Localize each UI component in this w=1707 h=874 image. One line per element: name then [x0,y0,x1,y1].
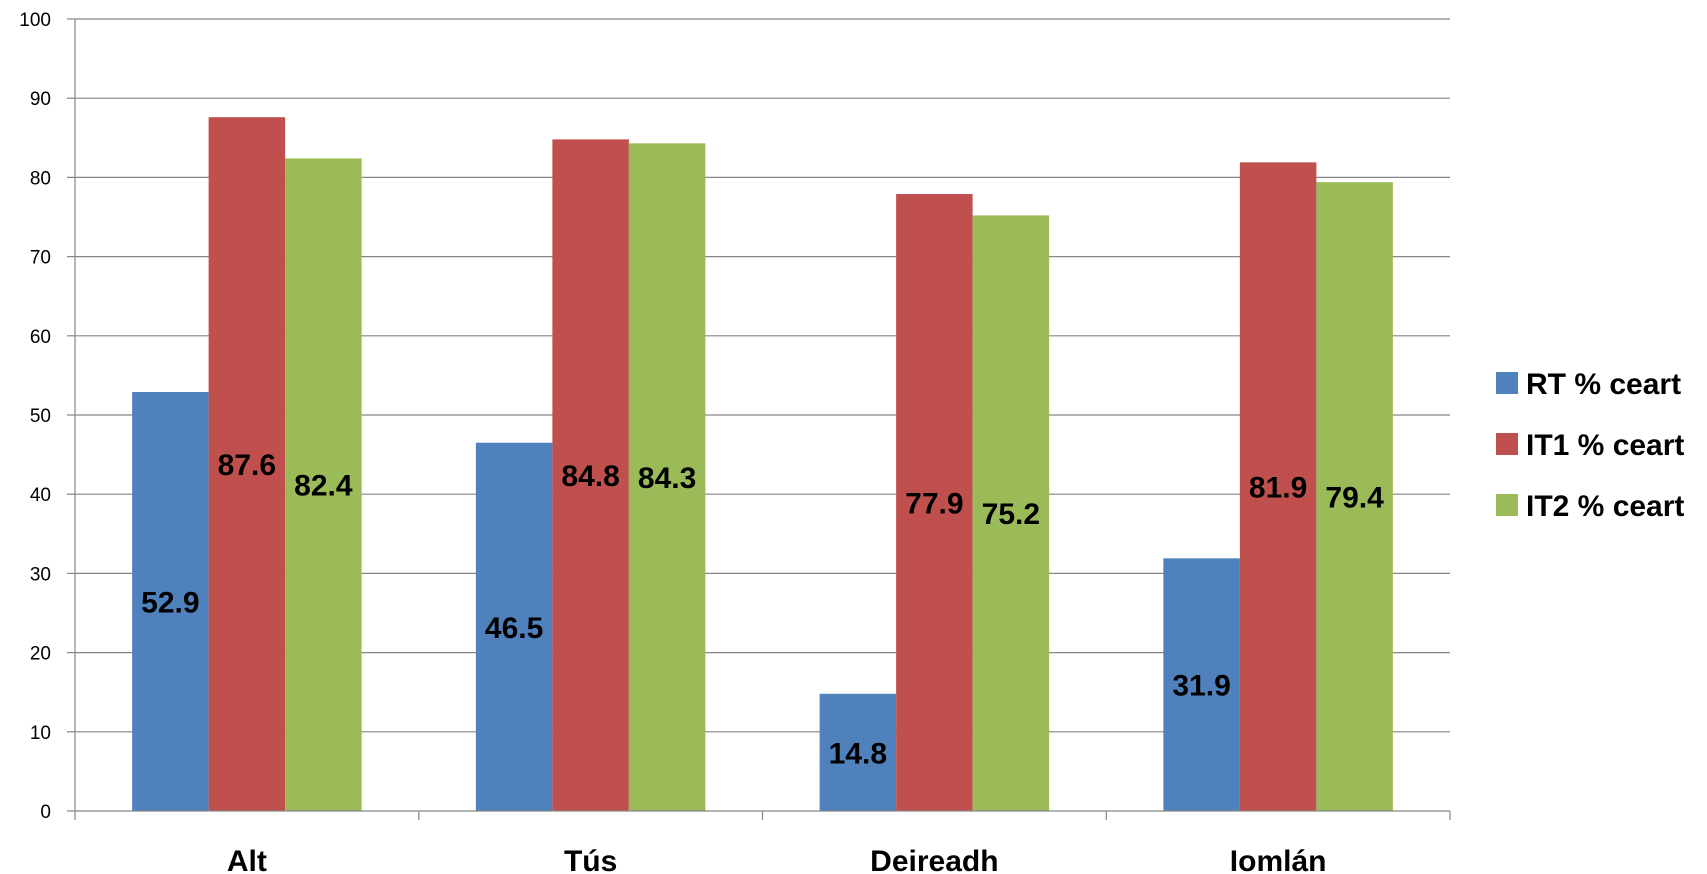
y-tick-label: 100 [19,10,51,31]
data-label: 87.6 [218,449,276,482]
data-label: 79.4 [1325,482,1384,515]
bar [475,442,553,811]
data-label: 77.9 [905,488,963,521]
y-axis-ticks: 0 10 20 30 40 50 60 70 80 90 100 [19,10,75,823]
data-label: 31.9 [1172,670,1230,703]
legend-swatch [1496,372,1518,394]
bar [552,139,629,811]
bar [1163,558,1240,811]
bar [285,158,362,812]
x-tick-label: Deireadh [870,845,998,874]
legend-label: RT % ceart [1526,368,1681,401]
bar [1316,182,1393,812]
bar [896,194,973,812]
bar [208,117,286,811]
legend-label: IT2 % ceart [1526,490,1684,523]
x-tick-label: Alt [227,845,267,874]
y-tick-label: 0 [40,802,51,823]
y-tick-label: 80 [30,168,51,189]
data-label: 82.4 [294,470,353,503]
bar [819,693,897,811]
data-label: 84.8 [561,460,619,493]
bar [1239,162,1317,812]
bar [628,143,706,811]
x-tick-label: Tús [564,845,617,874]
legend-label: IT1 % ceart [1526,429,1684,462]
data-label: 84.3 [638,462,696,495]
y-tick-label: 70 [30,248,51,269]
bar [972,215,1050,811]
data-label: 81.9 [1249,472,1307,505]
data-labels: 52.9 87.6 82.4 46.5 84.8 84.3 14.8 77.9 75.2 31.9… [141,449,1384,770]
x-tick-label: Iomlán [1230,845,1327,874]
data-label: 46.5 [485,612,543,645]
y-tick-label: 40 [30,485,51,506]
y-tick-label: 20 [30,644,51,665]
legend-swatch [1496,494,1518,516]
legend: RT % ceart IT1 % ceart IT2 % ceart [1496,368,1684,523]
x-axis-ticks: Alt Tús Deireadh Iomlán [74,811,1451,874]
data-label: 52.9 [141,587,199,620]
bars [132,117,1393,812]
bar [132,392,209,811]
legend-swatch [1496,433,1518,455]
y-tick-label: 30 [30,564,51,585]
y-tick-label: 60 [30,327,51,348]
y-tick-label: 50 [30,406,51,427]
y-tick-label: 90 [30,89,51,110]
data-label: 14.8 [829,737,887,770]
y-tick-label: 10 [30,723,51,744]
data-label: 75.2 [982,498,1040,531]
